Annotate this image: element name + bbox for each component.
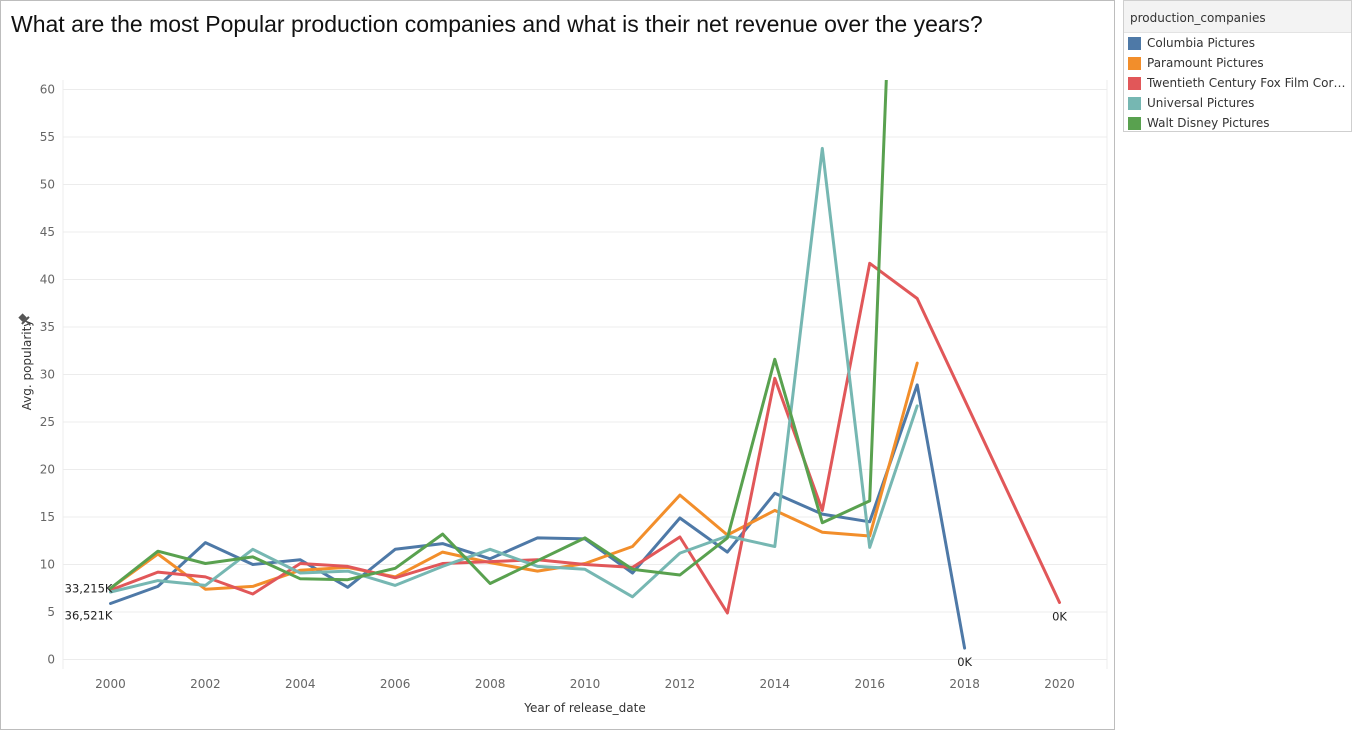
- x-tick-label: 2016: [854, 677, 885, 691]
- legend-swatch: [1128, 36, 1141, 50]
- y-tick-label: 40: [40, 273, 55, 287]
- legend-swatch: [1128, 76, 1141, 90]
- x-axis-title: Year of release_date: [523, 701, 645, 715]
- legend-swatch: [1128, 96, 1141, 110]
- series-line-columbia-pictures[interactable]: [109, 383, 967, 650]
- x-tick-label: 2012: [665, 677, 696, 691]
- y-tick-label: 45: [40, 225, 55, 239]
- series-line-walt-disney-pictures[interactable]: [109, 80, 888, 590]
- viz-panel: What are the most Popular production com…: [0, 0, 1115, 730]
- series-lines: [109, 80, 1061, 650]
- y-tick-label: 30: [40, 368, 55, 382]
- pin-icon[interactable]: [17, 312, 34, 329]
- series-line-paramount-pictures[interactable]: [109, 361, 919, 591]
- y-tick-label: 50: [40, 178, 55, 192]
- y-axis-title-group: Avg. popularity: [20, 320, 34, 411]
- x-tick-label: 2008: [475, 677, 506, 691]
- y-tick-label: 5: [47, 605, 55, 619]
- x-tick-label: 2002: [190, 677, 221, 691]
- x-tick-label: 2004: [285, 677, 316, 691]
- legend-label: Paramount Pictures: [1147, 56, 1264, 70]
- legend-item-twentieth-century-fox[interactable]: Twentieth Century Fox Film Corpo..: [1124, 73, 1351, 93]
- y-tick-label: 10: [40, 558, 55, 572]
- legend-swatch: [1128, 56, 1141, 70]
- data-label: 0K: [957, 655, 972, 669]
- data-label: 0K: [1052, 610, 1067, 624]
- x-tick-label: 2006: [380, 677, 411, 691]
- legend-label: Walt Disney Pictures: [1147, 116, 1270, 130]
- data-label: 36,521K: [65, 608, 113, 622]
- x-tick-label: 2010: [570, 677, 601, 691]
- legend-label: Columbia Pictures: [1147, 36, 1255, 50]
- legend-item-universal-pictures[interactable]: Universal Pictures: [1124, 93, 1351, 113]
- series-line-universal-pictures[interactable]: [109, 146, 919, 599]
- x-tick-label: 2018: [949, 677, 980, 691]
- y-tick-label: 15: [40, 510, 55, 524]
- y-tick-label: 55: [40, 130, 55, 144]
- y-tick-label: 60: [40, 83, 55, 97]
- legend-swatch: [1128, 116, 1141, 130]
- series-line-twentieth-century-fox-film-corpo[interactable]: [109, 261, 1061, 615]
- x-tick-label: 2014: [760, 677, 791, 691]
- legend-title: production_companies: [1124, 1, 1351, 33]
- data-labels: 33,215K 36,521K 0K 0K: [65, 581, 1068, 669]
- legend-item-walt-disney-pictures[interactable]: Walt Disney Pictures: [1124, 113, 1351, 133]
- legend-label: Universal Pictures: [1147, 96, 1255, 110]
- y-tick-label: 20: [40, 463, 55, 477]
- y-tick-label: 0: [47, 653, 55, 667]
- legend-item-columbia-pictures[interactable]: Columbia Pictures: [1124, 33, 1351, 53]
- legend-item-paramount-pictures[interactable]: Paramount Pictures: [1124, 53, 1351, 73]
- legend-items: Columbia Pictures Paramount Pictures Twe…: [1124, 33, 1351, 133]
- x-tick-label: 2000: [95, 677, 126, 691]
- legend-label: Twentieth Century Fox Film Corpo..: [1147, 76, 1347, 90]
- y-axis-ticks: 0 5 10 15 20 25 30 35 40 45 50 55 60: [40, 83, 55, 667]
- chart-title: What are the most Popular production com…: [11, 11, 983, 37]
- y-tick-label: 35: [40, 320, 55, 334]
- x-axis-ticks: 2000 2002 2004 2006 2008 2010 2012 2014 2016 2018…: [95, 677, 1075, 691]
- y-axis-title: Avg. popularity: [20, 320, 34, 411]
- data-label: 33,215K: [65, 581, 113, 595]
- legend: production_companies Columbia Pictures P…: [1123, 0, 1352, 132]
- y-tick-label: 25: [40, 415, 55, 429]
- x-tick-label: 2020: [1044, 677, 1075, 691]
